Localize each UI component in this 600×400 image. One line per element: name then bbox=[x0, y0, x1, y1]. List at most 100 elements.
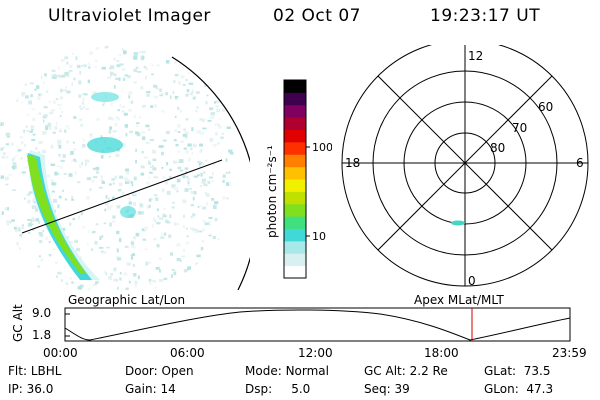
speckle-pixel bbox=[133, 68, 138, 73]
speckle-pixel bbox=[143, 66, 147, 68]
image-speckle bbox=[0, 45, 234, 290]
speckle-pixel bbox=[106, 246, 110, 249]
speckle-pixel bbox=[159, 88, 162, 93]
speckle-pixel bbox=[121, 68, 126, 72]
speckle-pixel bbox=[137, 211, 142, 215]
speckle-pixel bbox=[26, 193, 31, 196]
speckle-pixel bbox=[112, 182, 115, 185]
speckle-pixel bbox=[69, 222, 72, 226]
colorbar-cell bbox=[284, 104, 306, 118]
speckle-pixel bbox=[149, 166, 152, 168]
aurora-patch bbox=[120, 206, 136, 218]
speckle-pixel bbox=[174, 115, 177, 118]
speckle-pixel bbox=[62, 89, 67, 92]
speckle-pixel bbox=[102, 104, 105, 107]
speckle-pixel bbox=[56, 74, 59, 77]
speckle-pixel bbox=[145, 67, 148, 70]
speckle-pixel bbox=[143, 226, 148, 231]
speckle-pixel bbox=[95, 223, 99, 226]
speckle-pixel bbox=[73, 148, 77, 151]
speckle-pixel bbox=[199, 118, 204, 121]
colorbar-cell bbox=[284, 240, 306, 254]
speckle-pixel bbox=[162, 139, 167, 142]
speckle-pixel bbox=[209, 107, 214, 111]
speckle-pixel bbox=[228, 149, 233, 153]
speckle-pixel bbox=[117, 287, 119, 290]
speckle-pixel bbox=[176, 190, 179, 193]
speckle-pixel bbox=[50, 163, 56, 166]
geographic-image bbox=[0, 45, 250, 290]
speckle-pixel bbox=[197, 205, 200, 208]
speckle-pixel bbox=[128, 197, 131, 202]
speckle-pixel bbox=[133, 273, 137, 277]
speckle-pixel bbox=[203, 84, 209, 87]
speckle-pixel bbox=[113, 278, 118, 282]
speckle-pixel bbox=[129, 91, 133, 95]
speckle-pixel bbox=[140, 86, 144, 90]
speckle-pixel bbox=[8, 221, 12, 224]
speckle-pixel bbox=[228, 171, 231, 174]
speckle-pixel bbox=[200, 149, 203, 153]
speckle-pixel bbox=[153, 84, 157, 88]
speckle-pixel bbox=[111, 220, 116, 223]
aurora-cyan-band bbox=[28, 153, 92, 280]
mlat-label-80: 80 bbox=[490, 141, 505, 155]
speckle-pixel bbox=[212, 171, 214, 176]
speckle-pixel bbox=[183, 147, 187, 150]
speckle-pixel bbox=[139, 202, 142, 205]
speckle-pixel bbox=[32, 217, 35, 221]
speckle-pixel bbox=[36, 85, 40, 89]
speckle-pixel bbox=[82, 63, 87, 66]
speckle-pixel bbox=[186, 176, 189, 178]
info-gcalt: GC Alt: 2.2 Re bbox=[364, 364, 448, 378]
speckle-pixel bbox=[57, 103, 62, 106]
speckle-pixel bbox=[202, 219, 206, 222]
speckle-pixel bbox=[186, 227, 188, 230]
speckle-pixel bbox=[174, 74, 179, 77]
speckle-pixel bbox=[109, 222, 112, 227]
speckle-pixel bbox=[185, 134, 188, 139]
speckle-pixel bbox=[110, 135, 114, 138]
speckle-pixel bbox=[93, 91, 97, 95]
speckle-pixel bbox=[109, 183, 112, 186]
speckle-pixel bbox=[210, 112, 215, 116]
speckle-pixel bbox=[153, 176, 158, 179]
speckle-pixel bbox=[57, 204, 60, 209]
speckle-pixel bbox=[202, 120, 205, 123]
speckle-pixel bbox=[52, 100, 56, 105]
speckle-pixel bbox=[104, 201, 109, 206]
altitude-ytick: 1.8 bbox=[32, 328, 51, 342]
speckle-pixel bbox=[45, 90, 49, 93]
aurora-patch bbox=[87, 137, 123, 153]
info-glon: GLon: 47.3 bbox=[484, 382, 554, 396]
speckle-pixel bbox=[116, 248, 119, 253]
speckle-pixel bbox=[190, 92, 193, 96]
speckle-pixel bbox=[192, 196, 195, 201]
speckle-pixel bbox=[32, 133, 36, 136]
speckle-pixel bbox=[52, 131, 56, 134]
speckle-pixel bbox=[201, 163, 205, 165]
speckle-pixel bbox=[130, 254, 134, 257]
speckle-pixel bbox=[166, 191, 171, 195]
speckle-pixel bbox=[27, 199, 31, 204]
speckle-pixel bbox=[156, 244, 160, 248]
speckle-pixel bbox=[11, 219, 15, 222]
speckle-pixel bbox=[214, 218, 218, 222]
altitude-ylabel: GC Alt bbox=[11, 304, 25, 342]
speckle-pixel bbox=[17, 226, 21, 230]
speckle-pixel bbox=[21, 171, 26, 174]
speckle-pixel bbox=[135, 66, 139, 69]
speckle-pixel bbox=[38, 255, 41, 258]
speckle-pixel bbox=[91, 231, 95, 234]
time-tick-3: 18:00 bbox=[424, 346, 459, 360]
speckle-pixel bbox=[203, 183, 206, 187]
info-door: Door: Open bbox=[125, 364, 194, 378]
speckle-pixel bbox=[145, 261, 148, 266]
speckle-pixel bbox=[208, 176, 213, 179]
speckle-pixel bbox=[199, 151, 202, 153]
speckle-pixel bbox=[108, 197, 110, 201]
speckle-pixel bbox=[188, 82, 194, 85]
speckle-pixel bbox=[173, 129, 178, 132]
speckle-pixel bbox=[68, 277, 72, 280]
speckle-pixel bbox=[201, 240, 205, 243]
